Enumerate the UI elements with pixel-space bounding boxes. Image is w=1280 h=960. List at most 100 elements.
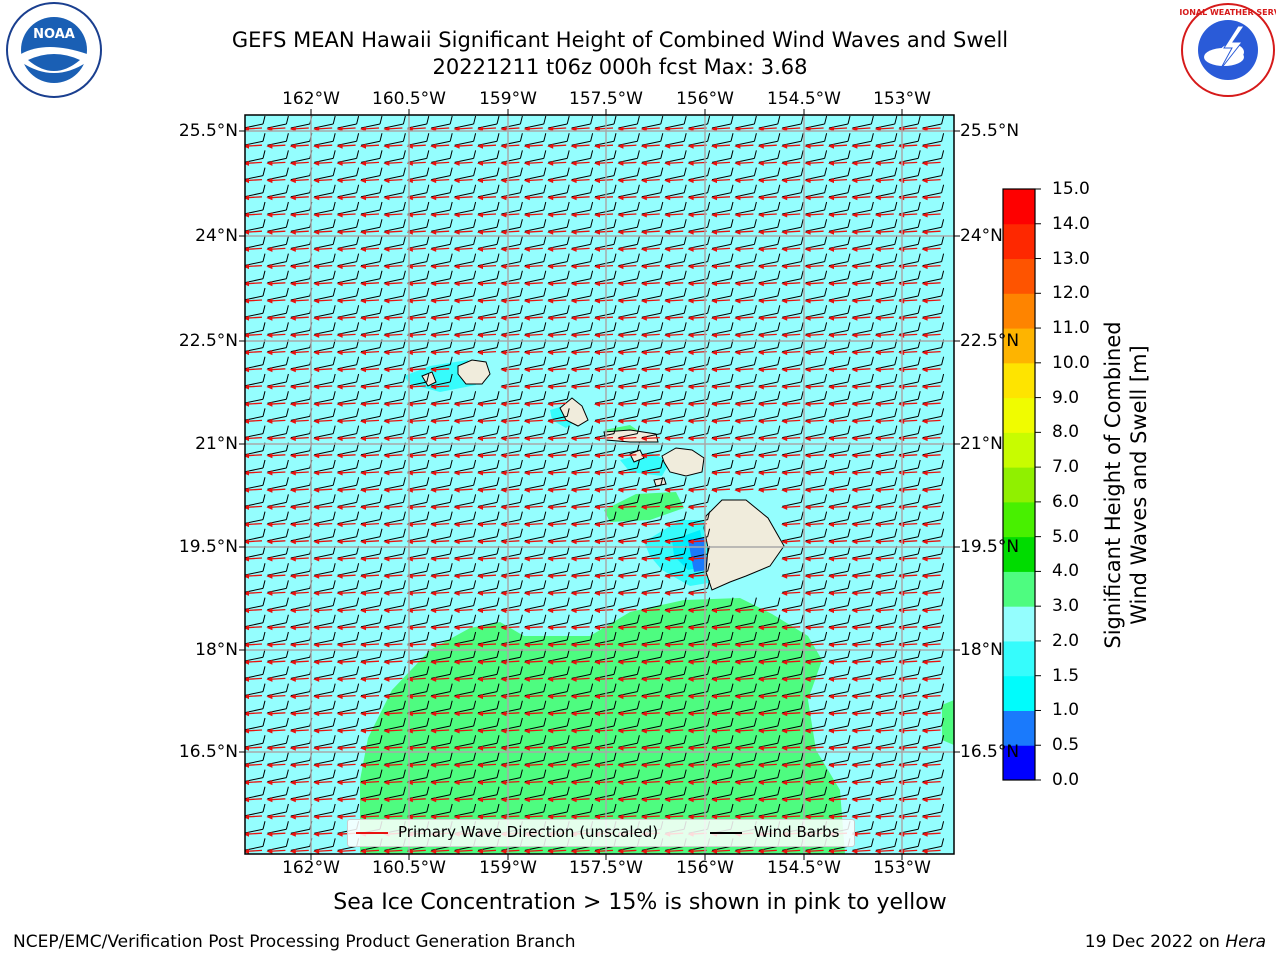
wind-barb-feather [894, 201, 898, 211]
wind-barb-feather [894, 631, 898, 641]
wind-barb-feather [707, 373, 711, 383]
wind-barb-feather [332, 133, 336, 142]
wave-direction-arrowhead [734, 418, 741, 424]
wind-barb-feather [566, 201, 570, 211]
wave-direction-arrowhead [523, 504, 530, 510]
wave-direction-arrowhead [523, 281, 530, 287]
wave-direction-arrowhead [523, 470, 530, 476]
wind-barb-feather [894, 494, 898, 503]
wind-barb-feather [285, 752, 289, 761]
wave-direction-arrowhead [804, 401, 811, 407]
wave-direction-arrowhead [687, 590, 694, 596]
wind-barb-feather [262, 184, 266, 193]
wave-direction-arrowhead [360, 229, 366, 235]
wave-direction-arrowhead [313, 315, 320, 321]
wave-direction-arrowhead [453, 418, 460, 424]
wave-direction-arrowhead [757, 762, 764, 768]
wave-direction-arrowhead [921, 195, 928, 201]
wave-direction-arrowhead [757, 418, 764, 424]
wind-barb-feather [332, 563, 336, 572]
wind-barb-feather [847, 735, 851, 744]
wave-direction-arrowhead [828, 332, 834, 338]
wave-direction-arrowhead [245, 246, 249, 252]
wave-direction-arrowhead [781, 814, 788, 820]
wave-direction-arrowhead [477, 143, 483, 149]
wind-barb-feather [262, 219, 266, 228]
wave-direction-arrowhead [851, 539, 858, 545]
wave-direction-arrowhead [781, 436, 788, 442]
wind-barb-feather [566, 305, 570, 314]
wind-barb-feather [379, 167, 383, 176]
wind-barb-feather [847, 391, 851, 400]
wind-barb-feather [426, 373, 430, 383]
wave-direction-arrowhead [640, 487, 647, 493]
wind-barb-feather [824, 477, 828, 486]
wind-barb-feather [777, 167, 781, 176]
wind-barb-feather [941, 305, 945, 314]
wave-direction-arrowhead [383, 453, 390, 459]
wave-direction-arrowhead [570, 315, 577, 321]
wave-direction-arrowhead [664, 504, 671, 510]
wind-barb-feather [683, 167, 687, 176]
wave-direction-arrowhead [617, 367, 624, 373]
wind-barb-feather [262, 563, 266, 572]
wave-direction-arrowhead [711, 814, 717, 820]
wave-direction-arrowhead [289, 229, 296, 235]
wave-direction-arrowhead [266, 453, 273, 459]
wind-barb-feather [941, 391, 945, 400]
wind-barb-feather [356, 305, 360, 314]
wind-barb-feather [496, 287, 500, 297]
wave-direction-arrowhead [874, 573, 881, 579]
wind-barb-feather [824, 511, 828, 520]
wave-direction-arrowhead [453, 143, 460, 149]
wind-barb-feather [473, 717, 477, 727]
wind-barb-feather [379, 580, 383, 589]
wind-barb-feather [356, 201, 360, 211]
wind-barb-feather [285, 167, 289, 176]
wind-barb-feather [356, 614, 360, 623]
wave-direction-arrowhead [617, 401, 624, 407]
wave-direction-arrowhead [245, 143, 249, 149]
wind-barb-feather [941, 786, 945, 795]
wave-direction-arrowhead [547, 332, 554, 338]
wind-barb-feather [707, 683, 711, 692]
wave-direction-arrowhead [453, 160, 460, 166]
wave-direction-arrowhead [828, 264, 834, 270]
wind-barb-feather [636, 631, 640, 641]
wind-barb-feather [707, 803, 711, 813]
wind-barb-feather [917, 322, 921, 331]
wind-barb-feather [543, 752, 547, 761]
wave-direction-arrowhead [921, 831, 928, 837]
wave-direction-arrowhead [453, 178, 460, 184]
wave-direction-arrowhead [289, 522, 296, 528]
wave-direction-arrowhead [640, 281, 647, 287]
wind-barb-feather [753, 459, 757, 469]
wind-barb-feather [379, 683, 383, 692]
wave-direction-arrowhead [547, 418, 554, 424]
wind-barb-feather [707, 356, 711, 365]
wave-direction-arrowhead [289, 281, 296, 287]
wind-barb-feather [426, 184, 430, 193]
wind-barb-feather [753, 253, 757, 262]
wave-direction-arrowhead [874, 229, 881, 235]
wind-barb-feather [379, 322, 383, 331]
wind-barb-feather [847, 201, 851, 211]
wave-direction-arrowhead [711, 212, 717, 218]
wave-direction-arrowhead [336, 556, 343, 562]
wave-direction-arrowhead [383, 728, 390, 734]
wind-barb-feather [590, 666, 594, 675]
wave-direction-arrowhead [245, 195, 249, 201]
wind-barb-feather [917, 150, 921, 159]
wave-direction-arrowhead [781, 470, 788, 476]
wave-direction-arrowhead [921, 470, 928, 476]
wind-barb-feather [519, 408, 523, 417]
wave-direction-arrowhead [617, 676, 624, 682]
wave-direction-arrowhead [757, 642, 764, 648]
wind-barb-feather [894, 752, 898, 761]
wind-barb-feather [870, 167, 874, 176]
wave-direction-arrowhead [289, 711, 296, 717]
island-hawaii [703, 499, 785, 591]
wind-barb-feather [847, 236, 851, 245]
wind-barb-feather [683, 683, 687, 692]
wind-barb-feather [636, 717, 640, 727]
